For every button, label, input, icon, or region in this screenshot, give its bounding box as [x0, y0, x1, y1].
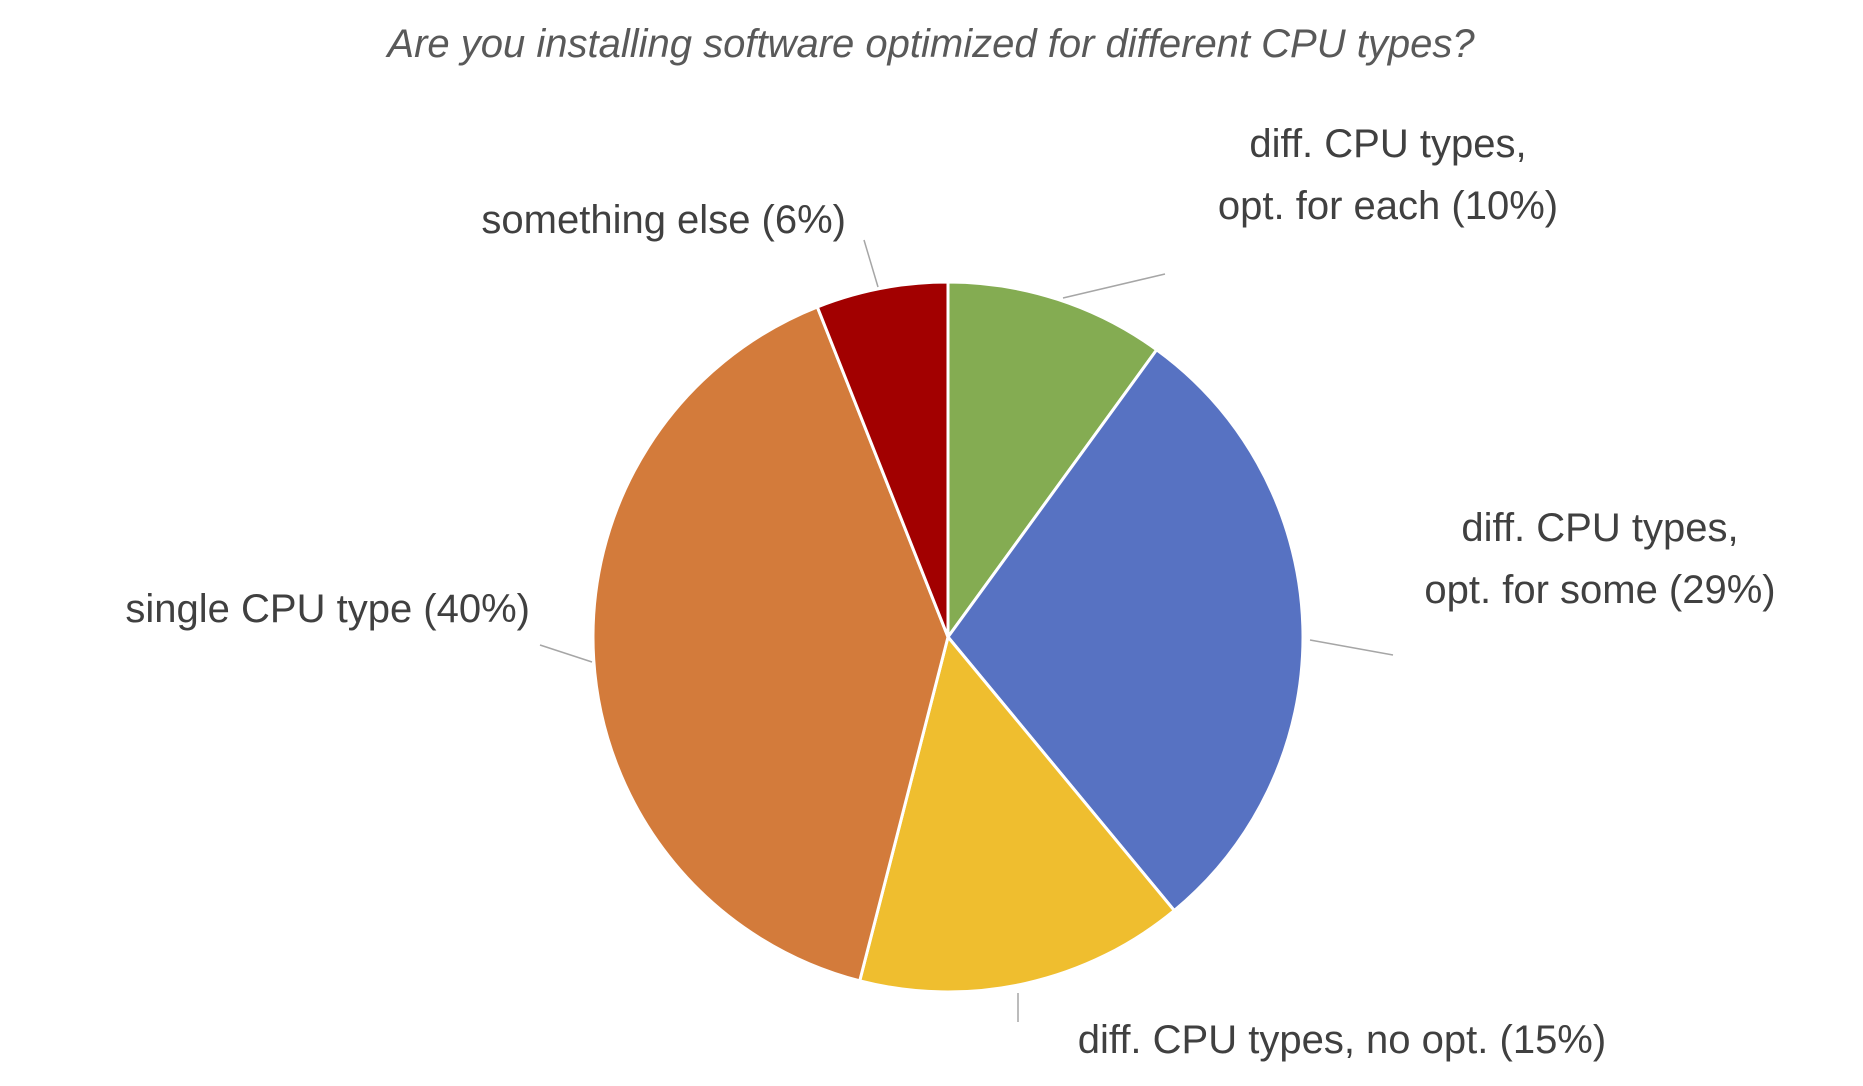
slice-label-line: diff. CPU types,	[1461, 506, 1738, 550]
slice-label-1: diff. CPU types, opt. for each (10%)	[1218, 122, 1558, 228]
slice-label-line: diff. CPU types,	[1249, 122, 1526, 166]
slice-label-line: single CPU type (40%)	[125, 587, 530, 631]
slice-label-2: diff. CPU types, opt. for some (29%)	[1424, 506, 1775, 612]
slice-label-3: diff. CPU types, no opt. (15%)	[1078, 1018, 1606, 1062]
slice-labels: diff. CPU types, opt. for each (10%)diff.…	[125, 122, 1775, 1062]
pie-slice-5	[815, 280, 950, 638]
leader-line-1	[1062, 273, 1166, 299]
slice-label-4: single CPU type (40%)	[125, 587, 530, 631]
leader-line-2	[1309, 639, 1394, 656]
slice-label-line: opt. for each (10%)	[1218, 184, 1558, 228]
pie-slices	[591, 280, 1305, 994]
slice-label-5: something else (6%)	[481, 198, 846, 242]
pie-slice-2	[946, 347, 1305, 913]
pie-slice-3	[857, 633, 1177, 994]
slice-label-line: something else (6%)	[481, 198, 846, 242]
leader-lines	[539, 239, 1394, 1022]
leader-line-4	[539, 644, 593, 663]
pie-slice-1	[946, 280, 1159, 642]
leader-line-5	[863, 239, 879, 288]
pie-slice-4	[591, 304, 950, 983]
chart-title: Are you installing software optimized fo…	[385, 22, 1475, 66]
slice-label-line: opt. for some (29%)	[1424, 568, 1775, 612]
slice-label-line: diff. CPU types, no opt. (15%)	[1078, 1018, 1606, 1062]
